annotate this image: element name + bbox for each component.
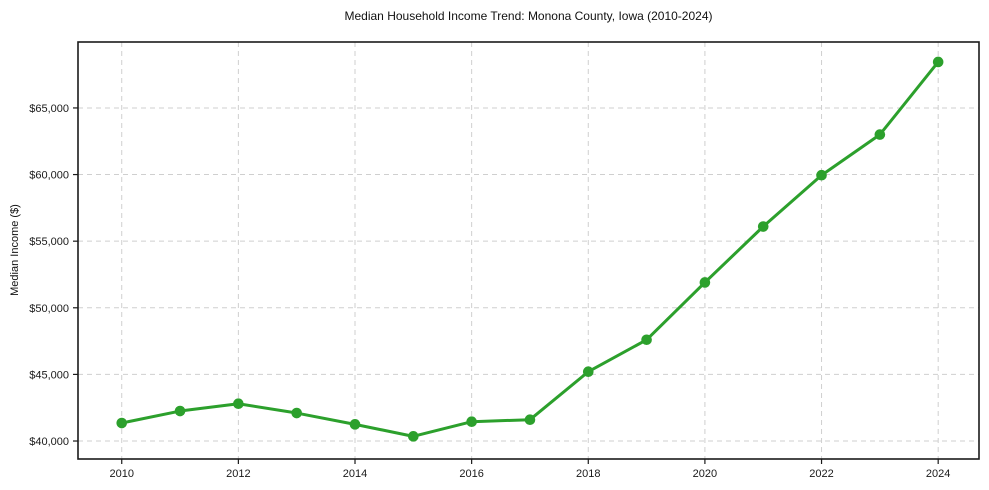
data-point-2010: [116, 417, 128, 429]
data-point-2022: [816, 169, 827, 181]
data-point-2020: [699, 277, 711, 288]
y-tick-label: $50,000: [29, 303, 69, 315]
x-tick-label: 2022: [809, 468, 833, 480]
x-tick-label: 2014: [343, 468, 367, 480]
data-point-2014: [349, 419, 361, 430]
data-point-2021: [757, 221, 769, 232]
x-tick-label: 2018: [576, 468, 600, 480]
x-tick-label: 2024: [926, 468, 950, 480]
data-point-2018: [582, 366, 594, 378]
y-tick-label: $65,000: [29, 103, 69, 115]
chart-title: Median Household Income Trend: Monona Co…: [344, 9, 713, 23]
y-tick-label: $40,000: [29, 436, 69, 448]
y-tick-label: $60,000: [29, 170, 69, 182]
plot-border: [77, 41, 980, 460]
x-tick-label: 2010: [109, 468, 133, 480]
y-tick-label: $45,000: [29, 369, 69, 381]
data-point-2012: [233, 398, 244, 410]
data-point-2024: [932, 56, 944, 68]
x-tick-label: 2016: [459, 468, 483, 480]
data-point-2017: [524, 414, 536, 425]
x-tick-label: 2012: [226, 468, 250, 480]
x-tick-label: 2020: [693, 468, 717, 480]
y-tick-label: $55,000: [29, 236, 69, 248]
data-point-2023: [874, 129, 886, 140]
trend-line: [120, 60, 940, 438]
data-point-2015: [408, 431, 419, 442]
data-point-2013: [291, 407, 302, 419]
data-point-2019: [641, 334, 652, 346]
data-point-2016: [466, 416, 477, 427]
data-point-2011: [174, 405, 186, 417]
